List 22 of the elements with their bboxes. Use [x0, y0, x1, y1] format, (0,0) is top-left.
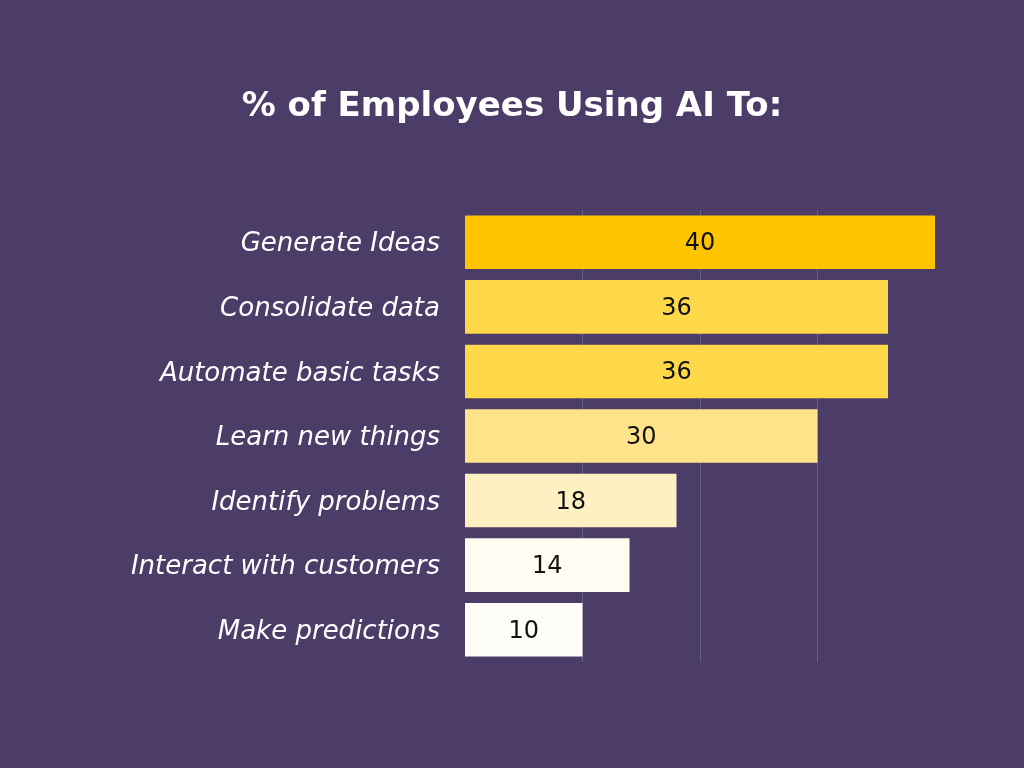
- bar: [465, 280, 888, 334]
- y-tick-label: Make predictions: [217, 614, 440, 645]
- data-label: 30: [625, 422, 657, 450]
- data-label: 10: [508, 615, 540, 644]
- data-label: 36: [661, 357, 692, 386]
- y-tick-label: Learn new things: [215, 421, 440, 452]
- y-tick-label: Consolidate data: [220, 291, 440, 322]
- y-tick-label: Identify problems: [211, 485, 440, 516]
- y-tick-label: Automate basic tasks: [157, 356, 440, 387]
- bar: [465, 344, 888, 399]
- bar: [465, 409, 818, 463]
- bar: [465, 473, 677, 528]
- bar: [465, 215, 935, 270]
- data-label: 18: [555, 486, 587, 515]
- chart-title: % of Employees Using AI To:: [241, 83, 783, 124]
- y-tick-label: Generate Ideas: [240, 227, 440, 258]
- data-label: 14: [531, 551, 563, 580]
- data-label: 40: [684, 228, 716, 257]
- data-label: 36: [661, 292, 692, 321]
- y-tick-label: Interact with customers: [130, 550, 440, 581]
- bar: [465, 538, 630, 592]
- bar: [465, 602, 583, 657]
